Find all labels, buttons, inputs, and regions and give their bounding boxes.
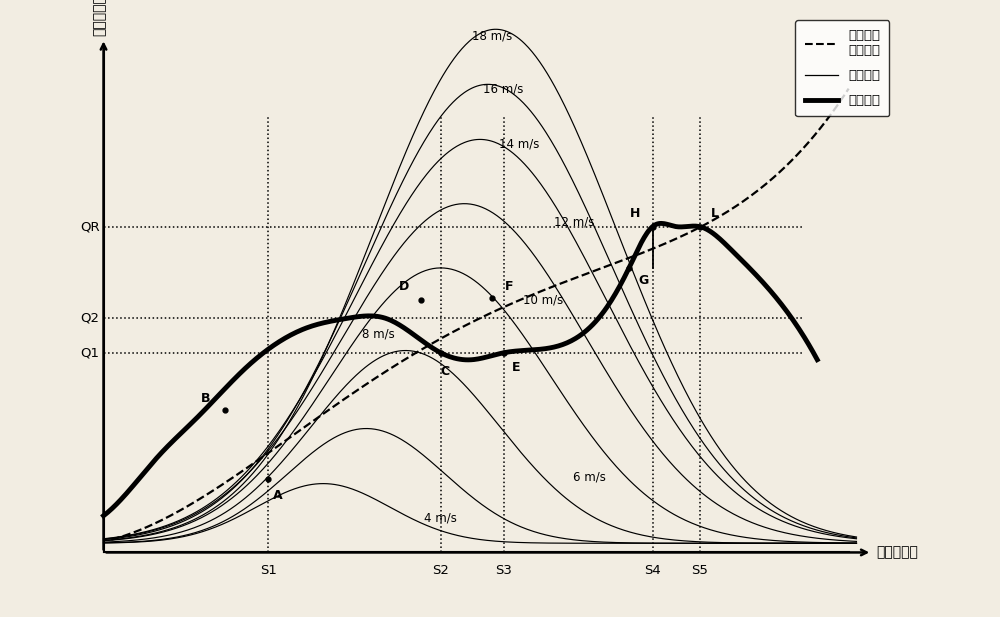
Text: 14 m/s: 14 m/s	[499, 138, 539, 151]
Text: QR: QR	[80, 220, 100, 233]
Text: 发电机转矩: 发电机转矩	[93, 0, 107, 36]
Legend: 最优功率
系数曲线, 等风速线, 运行曲线: 最优功率 系数曲线, 等风速线, 运行曲线	[795, 20, 889, 117]
Text: 18 m/s: 18 m/s	[472, 30, 512, 43]
Text: S1: S1	[260, 564, 277, 577]
Text: B: B	[201, 392, 210, 405]
Text: F: F	[505, 280, 513, 293]
Text: 10 m/s: 10 m/s	[523, 294, 563, 307]
Text: H: H	[630, 207, 640, 220]
Text: G: G	[638, 275, 648, 288]
Text: 发电机转速: 发电机转速	[876, 545, 918, 560]
Text: C: C	[440, 365, 449, 378]
Text: 8 m/s: 8 m/s	[362, 328, 394, 341]
Text: S2: S2	[432, 564, 449, 577]
Text: S3: S3	[495, 564, 512, 577]
Text: E: E	[512, 361, 520, 374]
Text: L: L	[711, 207, 719, 220]
Text: 4 m/s: 4 m/s	[424, 511, 457, 524]
Text: S4: S4	[644, 564, 661, 577]
Text: D: D	[399, 280, 409, 293]
Text: S5: S5	[691, 564, 708, 577]
Text: 12 m/s: 12 m/s	[554, 215, 594, 228]
Text: A: A	[273, 489, 282, 502]
Text: 16 m/s: 16 m/s	[483, 83, 524, 96]
Text: Q2: Q2	[81, 312, 100, 325]
Text: 6 m/s: 6 m/s	[573, 470, 606, 483]
Text: Q1: Q1	[81, 346, 100, 359]
